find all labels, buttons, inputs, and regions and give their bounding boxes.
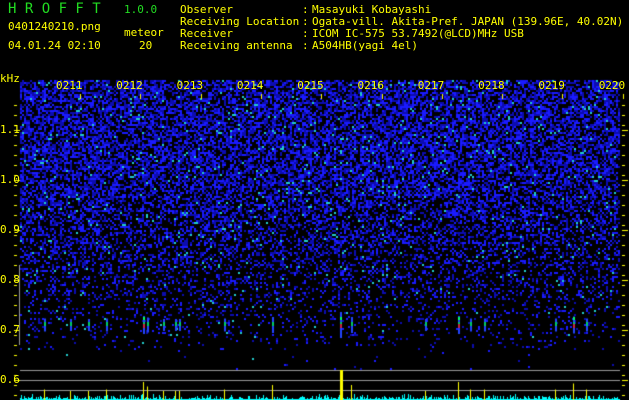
meteor-label: meteor [124,26,164,39]
info-colon: : [302,3,309,16]
x-tick-label: 0220 [598,79,626,92]
y-tick-label: 1.1 [0,123,20,136]
y-tick-label: 0.9 [0,223,20,236]
datetime: 04.01.24 02:10 [8,39,101,52]
x-tick-label: 0217 [417,79,445,92]
x-tick-label: 0215 [297,79,324,92]
info-colon: : [302,27,309,40]
y-tick-label: 0.6 [0,373,20,386]
info-value: ICOM IC-575 53.7492(@LCD)MHz USB [312,27,524,40]
info-label: Observer [180,3,233,16]
x-tick-label: 0218 [478,79,505,92]
y-tick-label: 0.8 [0,273,20,286]
y-tick-label: 0.7 [0,323,20,336]
x-tick-label: 0211 [56,79,83,92]
x-tick-label: 0219 [538,79,565,92]
info-colon: : [302,15,309,28]
y-axis-label: kHz [0,72,20,85]
filename: 0401240210.png [8,20,101,33]
info-value: Ogata-vill. Akita-Pref. JAPAN (139.96E, … [312,15,624,28]
x-tick-label: 0213 [176,79,204,92]
app-version: 1.0.0 [124,3,158,16]
x-tick-label: 0214 [236,79,264,92]
y-tick-label: 1.0 [0,173,20,186]
meteor-count: 20 [139,39,153,52]
app-title: H R O F F T [8,1,101,17]
info-label: Receiver [180,27,233,40]
info-label: Receiving antenna [180,39,293,52]
info-label: Receiving Location [180,15,300,28]
info-colon: : [302,39,309,52]
x-tick-label: 0216 [357,79,385,92]
info-value: Masayuki Kobayashi [312,3,432,16]
info-value: A504HB(yagi 4el) [312,39,418,52]
x-tick-label: 0212 [116,79,143,92]
